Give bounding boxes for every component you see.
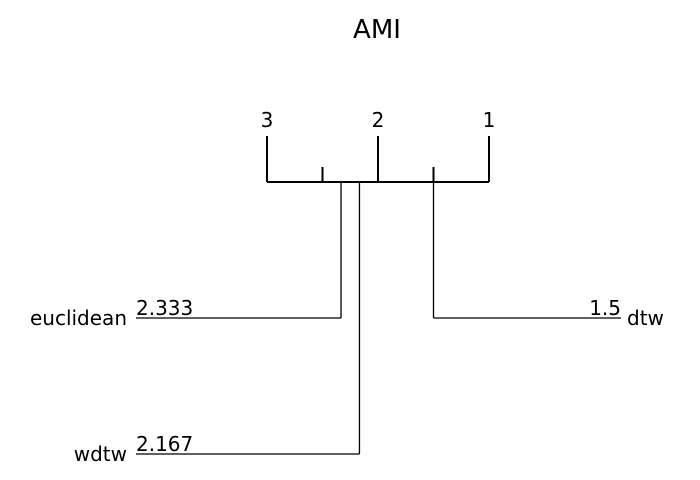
chart-title: AMI [353,15,401,45]
method-rank: 2.333 [136,296,193,320]
axis-tick-label: 3 [261,108,274,132]
method-rank: 1.5 [589,296,621,320]
method-name: dtw [627,306,664,330]
axis-tick-label: 2 [372,108,385,132]
rank-axis: 3 2 1 [261,108,496,183]
method-name: euclidean [30,306,127,330]
method-rank: 2.167 [136,432,193,456]
axis-tick-label: 1 [483,108,496,132]
method-name: wdtw [74,442,127,466]
